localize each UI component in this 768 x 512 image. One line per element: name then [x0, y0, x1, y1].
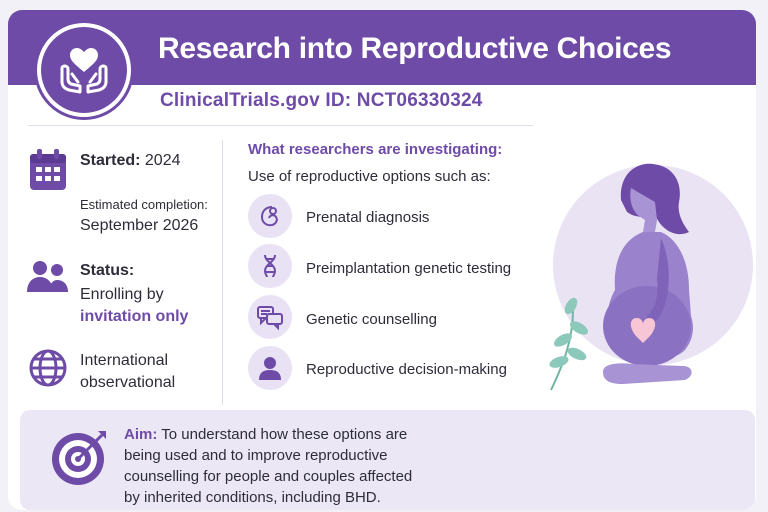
option-label: Reproductive decision-making — [306, 361, 507, 378]
chat-bubbles-icon — [248, 295, 292, 339]
fetus-icon — [248, 194, 292, 238]
divider — [28, 125, 533, 126]
infographic-card: Research into Reproductive Choices Clini… — [8, 10, 756, 510]
section-intro: Use of reproductive options such as: — [248, 168, 491, 185]
aim-label: Aim: — [124, 426, 158, 443]
hands-holding-heart-icon — [41, 27, 127, 113]
start-date: Started: 2024 — [80, 152, 181, 170]
globe-icon — [28, 348, 68, 393]
target-icon — [48, 425, 112, 489]
status-line-2: invitation only — [80, 308, 189, 325]
section-heading: What researchers are investigating: — [248, 141, 503, 158]
person-icon — [248, 346, 292, 390]
option-label: Genetic counselling — [306, 311, 437, 328]
trial-id: ClinicalTrials.gov ID: NCT06330324 — [160, 90, 483, 112]
trial-id-value: NCT06330324 — [356, 90, 483, 111]
study-type-line-2: observational — [80, 374, 176, 391]
status-line-1: Enrolling by — [80, 286, 164, 303]
calendar-icon — [28, 148, 68, 197]
completion-label: Estimated completion: — [80, 197, 208, 212]
aim-line-3: counselling for people and couples affec… — [124, 468, 413, 485]
option-label: Prenatal diagnosis — [306, 209, 430, 226]
dna-icon — [248, 244, 292, 288]
aim-line-4: by inherited conditions, including BHD. — [124, 489, 381, 506]
completion-value: September 2026 — [80, 217, 199, 234]
divider — [222, 140, 223, 405]
people-icon — [26, 258, 70, 303]
aim-line-2: being used and to improve reproductive — [124, 447, 388, 464]
status-label: Status: — [80, 262, 135, 279]
aim-line-1: To understand how these options are — [161, 426, 408, 443]
aim-text: Aim: To understand how these options are… — [124, 424, 454, 508]
started-label: Started: — [80, 152, 141, 169]
study-type-line-1: International — [80, 352, 169, 369]
started-value: 2024 — [144, 152, 181, 169]
page-title: Research into Reproductive Choices — [158, 32, 672, 65]
logo — [34, 20, 134, 120]
trial-id-label: ClinicalTrials.gov ID: — [160, 90, 352, 111]
aim-panel: Aim: To understand how these options are… — [20, 410, 755, 510]
option-label: Preimplantation genetic testing — [306, 260, 512, 277]
pregnant-woman-illustration — [543, 140, 756, 410]
